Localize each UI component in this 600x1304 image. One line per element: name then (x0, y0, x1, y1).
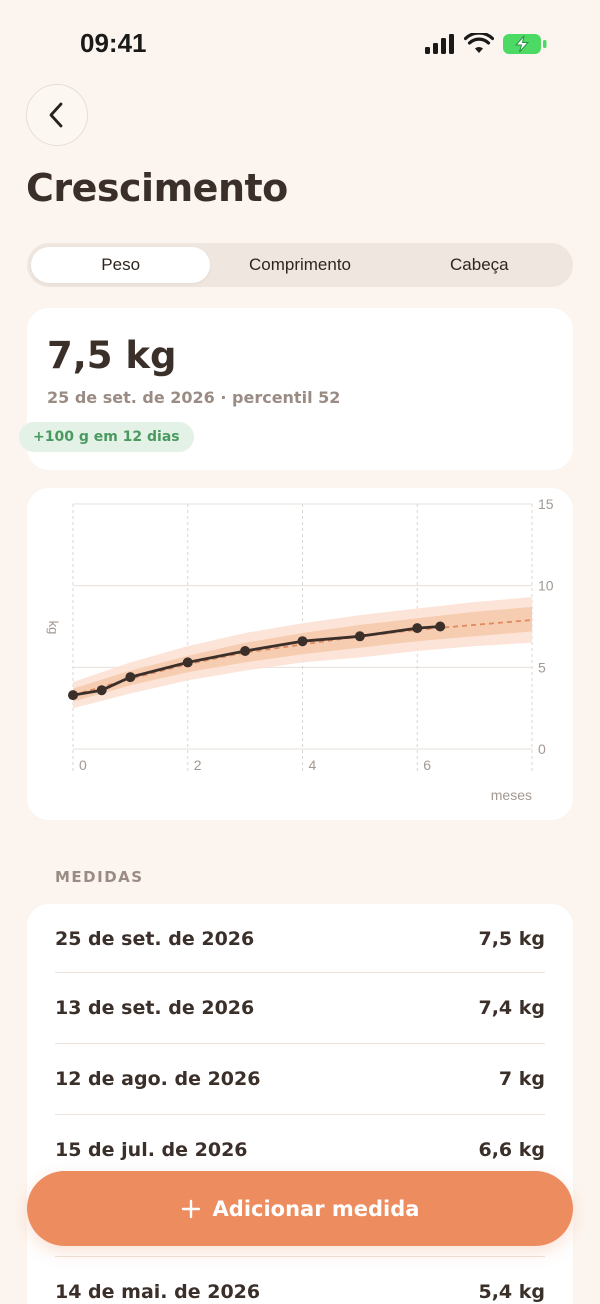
status-bar: 09:41 (0, 0, 600, 88)
x-tick-label: 2 (194, 757, 202, 773)
measurement-date-percentile: 25 de set. de 2026 · percentil 52 (47, 388, 341, 407)
measurement-value: 6,6 kg (478, 1139, 545, 1161)
y-tick-label: 15 (538, 496, 554, 512)
row-divider (55, 1043, 545, 1044)
growth-chart-card: 0 5 10 15 0 2 4 6 kg meses (27, 488, 573, 820)
data-point (182, 657, 193, 668)
data-point (435, 621, 446, 632)
metric-segmented-control: Peso Comprimento Cabeça (27, 243, 573, 287)
measurement-date: 14 de mai. de 2026 (55, 1281, 261, 1303)
status-icons (424, 32, 548, 56)
data-point (297, 636, 308, 647)
growth-chart: 0 5 10 15 0 2 4 6 kg meses (46, 496, 554, 803)
data-point (68, 690, 78, 701)
measurement-date: 12 de ago. de 2026 (55, 1068, 261, 1090)
y-axis-label: kg (46, 621, 61, 635)
data-point (125, 672, 136, 683)
measurement-row[interactable]: 14 de mai. de 2026 5,4 kg (55, 1257, 545, 1304)
tab-cabeca[interactable]: Cabeça (450, 255, 509, 274)
x-tick-label: 0 (79, 757, 87, 773)
data-point (354, 631, 365, 642)
measurement-value: 7 kg (498, 1068, 545, 1090)
weight-change-badge: +100 g em 12 dias (19, 422, 194, 452)
page-title: Crescimento (26, 166, 288, 210)
current-weight: 7,5 kg (47, 334, 177, 377)
measurements-section-title: MEDIDAS (55, 868, 144, 886)
measurement-date: 25 de set. de 2026 (55, 928, 255, 950)
row-divider (55, 1114, 545, 1115)
x-axis-label: meses (491, 787, 532, 803)
y-tick-label: 5 (538, 659, 546, 675)
chevron-left-icon (49, 102, 63, 128)
row-divider (55, 972, 545, 973)
measurement-value: 7,5 kg (478, 928, 545, 950)
wifi-icon (464, 33, 494, 53)
measurement-row[interactable]: 15 de jul. de 2026 6,6 kg (55, 1115, 545, 1185)
data-point (412, 623, 423, 634)
data-point (96, 685, 107, 696)
measurement-row[interactable]: 12 de ago. de 2026 7 kg (55, 1044, 545, 1114)
plus-icon (181, 1199, 200, 1218)
measurement-date: 13 de set. de 2026 (55, 997, 255, 1019)
row-divider (55, 1256, 545, 1257)
battery-charging-icon (503, 34, 547, 54)
y-tick-label: 0 (538, 741, 546, 757)
measurement-row[interactable]: 25 de set. de 2026 7,5 kg (55, 904, 545, 974)
measurement-value: 7,4 kg (478, 997, 545, 1019)
add-measurement-label: Adicionar medida (212, 1196, 420, 1221)
x-tick-label: 4 (309, 757, 317, 773)
measurement-row[interactable]: 13 de set. de 2026 7,4 kg (55, 973, 545, 1043)
data-point (240, 646, 251, 656)
x-tick-label: 6 (423, 757, 431, 773)
y-tick-label: 10 (538, 578, 554, 594)
add-measurement-button[interactable]: Adicionar medida (27, 1171, 573, 1246)
measurement-value: 5,4 kg (478, 1281, 545, 1303)
measurement-date: 15 de jul. de 2026 (55, 1139, 248, 1161)
back-button[interactable] (26, 84, 88, 146)
cellular-signal-icon (425, 34, 454, 54)
status-time: 09:41 (80, 28, 147, 58)
tab-peso[interactable]: Peso (31, 247, 211, 283)
tab-comprimento[interactable]: Comprimento (248, 255, 352, 274)
